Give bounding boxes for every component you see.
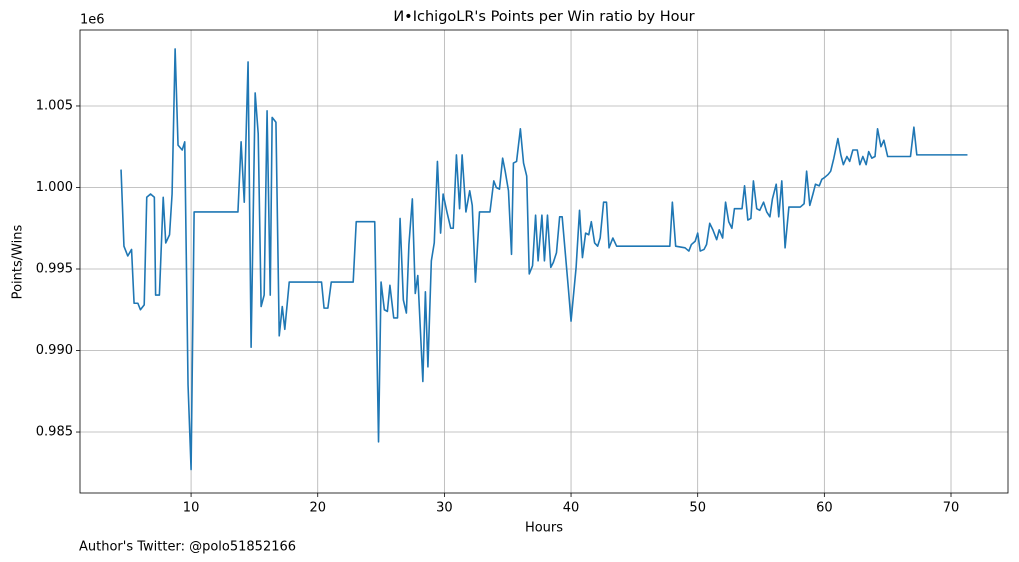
y-tick-label: 1.005 xyxy=(36,98,73,113)
x-tick-label: 50 xyxy=(689,501,706,516)
x-axis-label: Hours xyxy=(525,521,563,536)
x-tick-label: 60 xyxy=(816,501,833,516)
x-tick-label: 40 xyxy=(563,501,580,516)
y-axis-label: Points/Wins xyxy=(11,224,26,299)
y-tick-label: 0.990 xyxy=(36,343,73,358)
plot-frame xyxy=(79,29,1009,494)
data-line xyxy=(120,48,968,471)
x-tick-label: 30 xyxy=(436,501,453,516)
x-tick-label: 20 xyxy=(309,501,326,516)
y-tick-label: 0.995 xyxy=(36,261,73,276)
x-tick-label: 70 xyxy=(943,501,960,516)
footer: Author's Twitter: @polo51852166 xyxy=(79,540,296,555)
chart-title: И•IchigoLR's Points per Win ratio by Hou… xyxy=(393,9,694,25)
y-offset-label: 1e6 xyxy=(80,13,105,28)
x-tick-label: 10 xyxy=(183,501,200,516)
y-tick-label: 0.985 xyxy=(36,425,73,440)
y-tick-label: 1.000 xyxy=(36,180,73,195)
